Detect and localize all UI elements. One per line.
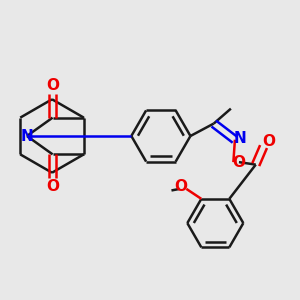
Text: O: O	[46, 179, 59, 194]
Text: O: O	[232, 154, 245, 169]
Text: O: O	[174, 179, 187, 194]
Text: N: N	[234, 131, 247, 146]
Text: N: N	[20, 128, 33, 143]
Text: O: O	[46, 78, 59, 93]
Text: O: O	[262, 134, 276, 149]
